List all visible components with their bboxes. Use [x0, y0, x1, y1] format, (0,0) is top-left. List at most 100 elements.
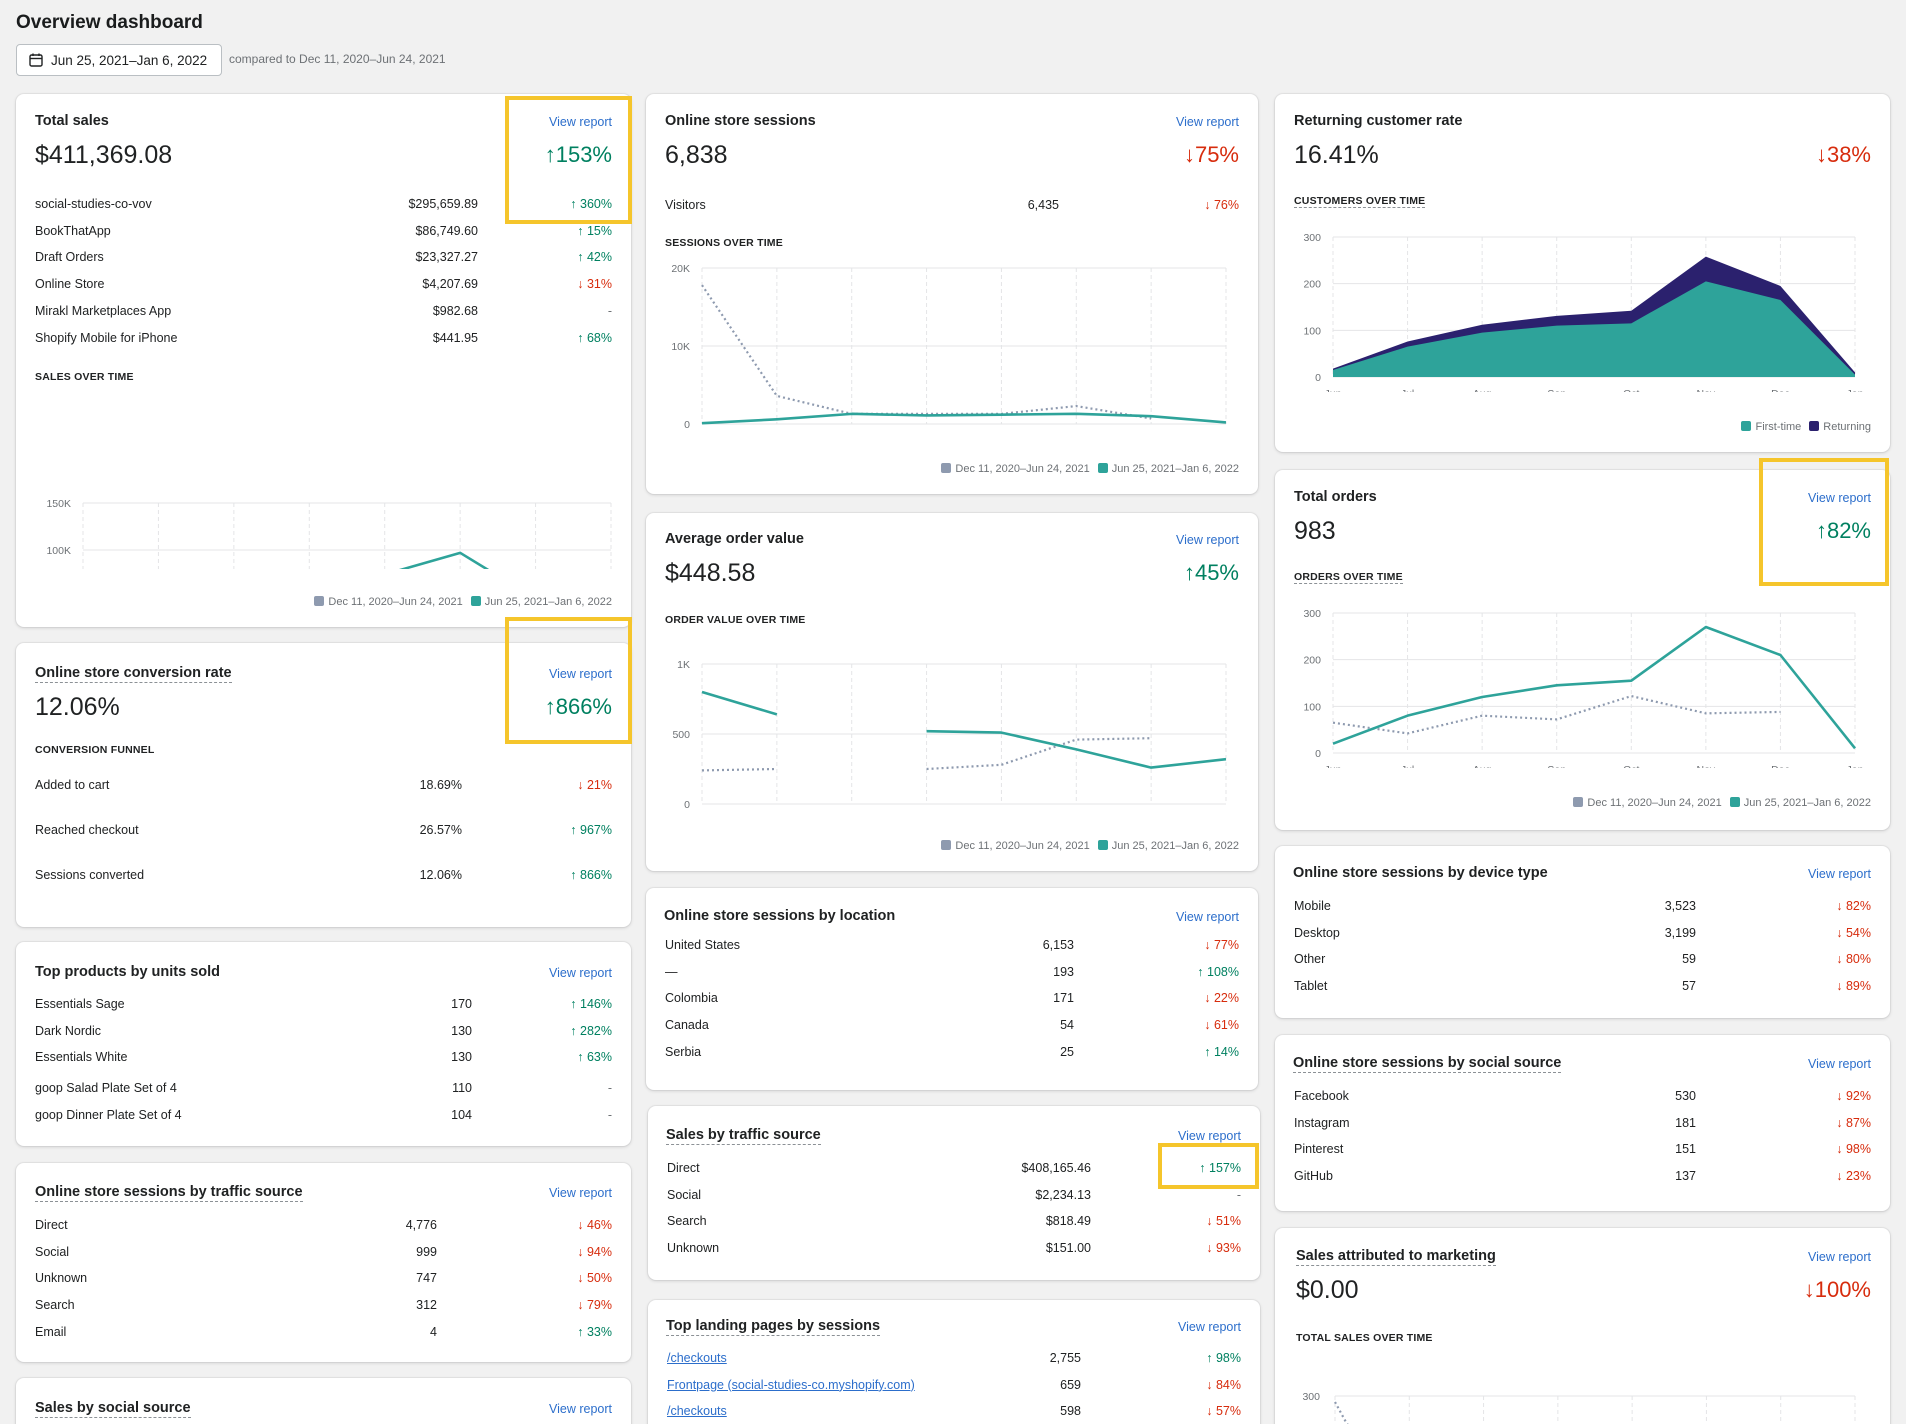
- y-tick-label: 10K: [671, 341, 690, 353]
- conversion-rate-card: Online store conversion rate View report…: [16, 643, 631, 927]
- x-tick-label: Oct: [1623, 388, 1639, 392]
- previous-period-line: [701, 767, 777, 772]
- view-report-link[interactable]: View report: [1808, 867, 1871, 881]
- x-tick-label: Jun: [1325, 764, 1342, 768]
- chart-legend: First-time Returning: [1741, 421, 1871, 433]
- y-tick-label: 20K: [671, 263, 690, 275]
- conversion-rate-change: ↑866%: [544, 694, 612, 719]
- legend-curr: Jun 25, 2021–Jan 6, 2022: [1729, 797, 1871, 809]
- view-report-link[interactable]: View report: [549, 115, 612, 129]
- table-row: goop Dinner Plate Set of 4 104-: [35, 1107, 612, 1122]
- table-row: Social 999 ↓ 94%: [35, 1244, 612, 1259]
- current-period-line: [1332, 625, 1857, 750]
- date-range-picker-button[interactable]: Jun 25, 2021–Jan 6, 2022: [16, 44, 222, 76]
- view-report-link[interactable]: View report: [549, 1186, 612, 1200]
- legend-prev: Dec 11, 2020–Jun 24, 2021: [941, 463, 1090, 475]
- sessions-value: 6,838: [665, 141, 728, 169]
- view-report-link[interactable]: View report: [1176, 533, 1239, 547]
- current-period-line: [701, 690, 778, 716]
- y-tick-label: 1K: [677, 659, 690, 671]
- landing-page-row[interactable]: /checkouts 2,755 ↑ 98%: [667, 1351, 1241, 1365]
- traffic-source-sessions-card: Online store sessions by traffic source …: [16, 1163, 631, 1362]
- card-title: Average order value: [665, 531, 804, 547]
- x-tick-label: Sep: [1547, 388, 1566, 392]
- x-tick-label: Jul: [1401, 764, 1414, 768]
- x-tick-label: Nov: [1697, 764, 1716, 768]
- view-report-link[interactable]: View report: [1178, 1320, 1241, 1334]
- sessions-by-location-card: Online store sessions by location View r…: [646, 888, 1258, 1090]
- previous-period-line: [701, 284, 1152, 420]
- section-label: CUSTOMERS OVER TIME: [1294, 195, 1426, 208]
- card-title: Online store sessions by traffic source: [35, 1184, 303, 1202]
- chart-legend: Dec 11, 2020–Jun 24, 2021 Jun 25, 2021–J…: [941, 463, 1239, 475]
- y-tick-label: 300: [1303, 608, 1321, 620]
- average-order-value-card: Average order value View report $448.58 …: [646, 513, 1258, 871]
- x-tick-label: Jun: [1325, 388, 1342, 392]
- table-row: goop Salad Plate Set of 4 110-: [35, 1081, 612, 1096]
- legend-prev: Dec 11, 2020–Jun 24, 2021: [1573, 797, 1722, 809]
- card-title: Returning customer rate: [1294, 113, 1463, 129]
- table-row: Colombia 171 ↓ 22%: [665, 991, 1239, 1006]
- view-report-link[interactable]: View report: [549, 1402, 612, 1416]
- table-row: Mirakl Marketplaces App $982.68-: [35, 303, 612, 318]
- card-title: Total orders: [1294, 489, 1377, 505]
- card-title: Sales attributed to marketing: [1296, 1248, 1496, 1266]
- page-title: Overview dashboard: [16, 12, 203, 33]
- y-tick-label: 100: [1303, 701, 1321, 713]
- view-report-link[interactable]: View report: [549, 667, 612, 681]
- chart-legend: Dec 11, 2020–Jun 24, 2021 Jun 25, 2021–J…: [941, 840, 1239, 852]
- x-tick-label: Jan: [1847, 388, 1864, 392]
- y-tick-label: 0: [1315, 372, 1321, 384]
- view-report-link[interactable]: View report: [1808, 491, 1871, 505]
- view-report-link[interactable]: View report: [549, 966, 612, 980]
- sessions-by-device-card: Online store sessions by device type Vie…: [1275, 846, 1890, 1018]
- table-row: Online Store $4,207.69 ↓ 31%: [35, 277, 612, 292]
- marketing-value: $0.00: [1296, 1276, 1359, 1304]
- legend-curr: Jun 25, 2021–Jan 6, 2022: [1097, 840, 1239, 852]
- table-row: Essentials Sage 170 ↑ 146%: [35, 997, 612, 1011]
- table-row: Direct $408,165.46 ↑ 157%: [667, 1161, 1241, 1175]
- calendar-icon: [29, 53, 43, 67]
- card-title: Online store conversion rate: [35, 665, 232, 683]
- table-row: Pinterest 151 ↓ 98%: [1294, 1142, 1871, 1157]
- previous-period-line: [1334, 1401, 1349, 1424]
- x-tick-label: Aug: [1473, 764, 1492, 768]
- card-title: Sales by traffic source: [666, 1127, 821, 1145]
- card-title: Online store sessions by social source: [1293, 1055, 1562, 1073]
- y-tick-label: 100: [1303, 325, 1321, 337]
- card-title: Top products by units sold: [35, 964, 221, 980]
- view-report-link[interactable]: View report: [1176, 910, 1239, 924]
- landing-page-row[interactable]: Frontpage (social-studies-co.myshopify.c…: [667, 1377, 1241, 1392]
- aov-change: ↑45%: [1183, 560, 1239, 585]
- view-report-link[interactable]: View report: [1178, 1129, 1241, 1143]
- table-row: Canada 54 ↓ 61%: [665, 1018, 1239, 1033]
- view-report-link[interactable]: View report: [1808, 1250, 1871, 1264]
- total-sales-card: Total sales View report $411,369.08 ↑153…: [16, 94, 631, 627]
- sessions-over-time-chart: 20K10K0JunJulAugSepOctNovDecJan: [671, 263, 1227, 431]
- total-orders-card: Total orders View report 983 ↑82% ORDERS…: [1275, 470, 1890, 830]
- current-period-line: [926, 729, 1227, 769]
- returning-rate-value: 16.41%: [1294, 141, 1379, 169]
- x-tick-label: Oct: [1623, 764, 1639, 768]
- previous-period-line: [926, 737, 1152, 771]
- table-row: Search 312 ↓ 79%: [35, 1298, 612, 1313]
- chart-legend: Dec 11, 2020–Jun 24, 2021 Jun 25, 2021–J…: [314, 596, 612, 608]
- legend-prev: Dec 11, 2020–Jun 24, 2021: [314, 596, 463, 608]
- landing-page-row[interactable]: /checkouts 598 ↓ 57%: [667, 1404, 1241, 1419]
- view-report-link[interactable]: View report: [1808, 1057, 1871, 1071]
- view-report-link[interactable]: View report: [1176, 115, 1239, 129]
- card-title: Total sales: [35, 113, 109, 129]
- section-label: TOTAL SALES OVER TIME: [1296, 1332, 1433, 1344]
- legend-returning: Returning: [1809, 421, 1871, 433]
- table-row: Sessions converted 12.06% ↑ 866%: [35, 868, 612, 882]
- y-tick-label: 150K: [46, 498, 71, 510]
- top-products-card: Top products by units sold View report E…: [16, 942, 631, 1146]
- x-tick-label: Dec: [1771, 388, 1790, 392]
- section-label: ORDER VALUE OVER TIME: [665, 614, 806, 626]
- date-range-label: Jun 25, 2021–Jan 6, 2022: [51, 52, 208, 68]
- current-period-line: [398, 551, 490, 569]
- y-tick-label: 0: [684, 419, 690, 431]
- table-row: Dark Nordic 130 ↑ 282%: [35, 1023, 612, 1038]
- table-row: Email 4 ↑ 33%: [35, 1324, 612, 1339]
